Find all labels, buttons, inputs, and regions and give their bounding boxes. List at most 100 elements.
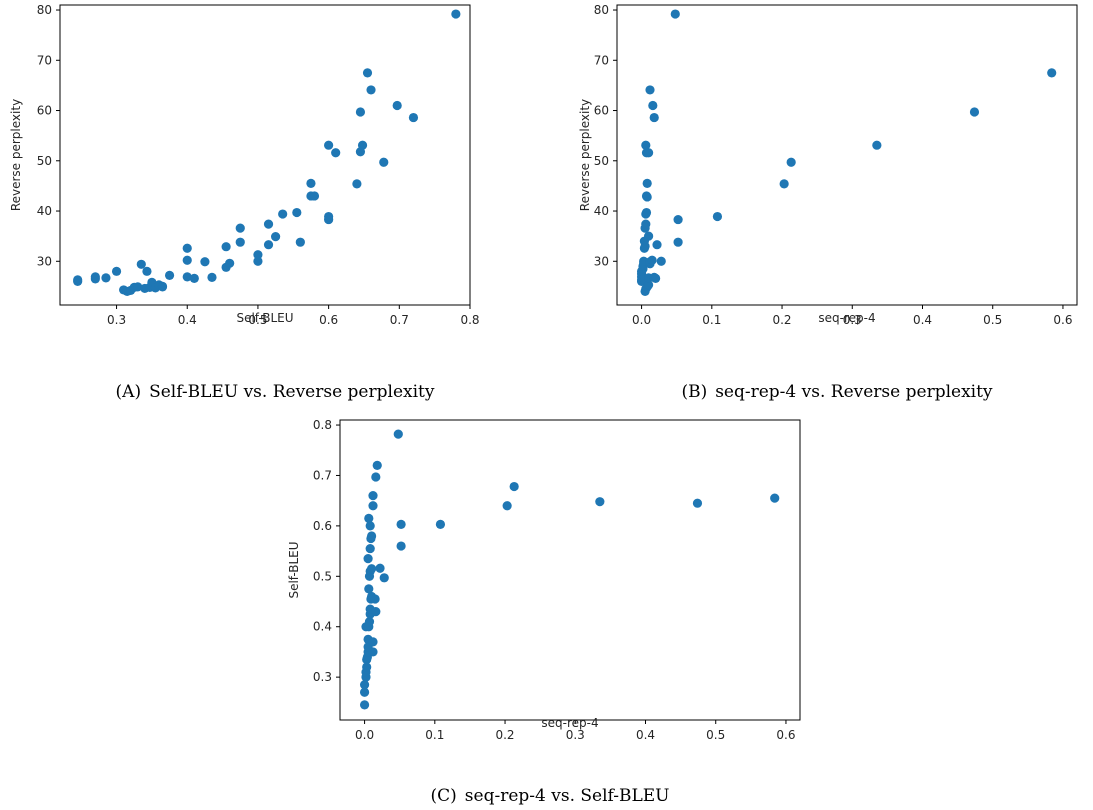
figure-caption: (A) Self-BLEU vs. Reverse perplexity (116, 382, 435, 402)
x-tick-label: 0.8 (460, 313, 479, 327)
data-point (647, 255, 657, 265)
data-point (396, 519, 406, 529)
x-tick-label: 0.3 (566, 728, 585, 742)
data-point (306, 178, 316, 188)
x-axis-label: Self-BLEU (236, 311, 293, 325)
data-point (271, 232, 281, 242)
x-tick-label: 0.4 (913, 313, 932, 327)
data-point (645, 85, 655, 95)
data-point (368, 637, 378, 647)
data-point (872, 140, 882, 150)
x-tick-label: 0.7 (390, 313, 409, 327)
data-point (200, 257, 210, 267)
data-point (670, 9, 680, 19)
caption-text: seq-rep-4 vs. Self-BLEU (465, 786, 670, 806)
x-tick-label: 0.6 (776, 728, 795, 742)
data-point (779, 179, 789, 189)
data-point (786, 157, 796, 167)
data-point (90, 272, 100, 282)
data-point (221, 242, 231, 252)
chart-panel-b: 0.0 0.1 0.2 0.3 0.4 0.5 0.6 30 40 50 60 70 80 seq-rep… (578, 3, 1078, 402)
x-tick-label: 0.0 (632, 313, 651, 327)
x-axis-label: seq-rep-4 (541, 716, 598, 730)
data-point (331, 148, 341, 158)
data-point (182, 272, 192, 282)
x-tick-label: 0.6 (319, 313, 338, 327)
data-point (364, 513, 374, 523)
data-point (673, 237, 683, 247)
data-point (295, 237, 305, 247)
data-point (367, 531, 377, 541)
y-tick-label: 50 (37, 154, 52, 168)
figure-caption: (C) seq-rep-4 vs. Self-BLEU (431, 786, 670, 806)
x-tick-label: 0.0 (355, 728, 374, 742)
data-point (357, 140, 368, 150)
data-point (396, 541, 406, 551)
data-point (595, 497, 605, 507)
x-tick-label: 0.6 (1053, 313, 1072, 327)
data-point (641, 140, 651, 150)
data-point (359, 700, 370, 710)
data-point (101, 273, 111, 283)
data-point (393, 429, 403, 439)
data-point (770, 493, 780, 503)
data-point (656, 256, 666, 266)
caption-label: (A) (116, 382, 142, 402)
data-point (253, 256, 263, 266)
y-tick-label: 0.4 (313, 620, 332, 634)
data-point (692, 498, 703, 508)
y-tick-label: 0.6 (313, 519, 332, 533)
y-tick-label: 80 (37, 3, 52, 17)
y-tick-label: 40 (594, 204, 609, 218)
data-point (182, 255, 192, 265)
data-point (142, 266, 152, 276)
data-point (133, 282, 143, 292)
data-point (368, 491, 378, 501)
data-point (359, 687, 370, 697)
plot-frame (59, 4, 471, 306)
data-point (372, 460, 382, 470)
y-tick-label: 80 (594, 3, 609, 17)
data-point (182, 243, 192, 253)
data-point (278, 209, 288, 219)
data-point (292, 207, 302, 218)
data-point (379, 157, 389, 167)
data-point (367, 564, 377, 574)
data-point (365, 543, 375, 554)
data-point (363, 554, 373, 564)
data-point (365, 521, 375, 531)
data-point (392, 100, 402, 111)
data-point (73, 276, 83, 286)
x-tick-label: 0.1 (702, 313, 721, 327)
data-point (352, 179, 362, 189)
caption-text: Self-BLEU vs. Reverse perplexity (149, 382, 435, 402)
x-tick-label: 0.5 (983, 313, 1002, 327)
data-point (263, 240, 274, 250)
data-point (235, 223, 245, 233)
y-tick-label: 70 (37, 53, 52, 67)
chart-panel-a: 0.3 0.4 0.5 0.6 0.7 0.8 30 40 50 60 70 80 Self-BLEU R… (9, 3, 480, 402)
data-point (408, 112, 419, 123)
data-point (324, 211, 334, 222)
data-point (111, 266, 122, 276)
x-tick-label: 0.4 (178, 313, 197, 327)
data-point (375, 563, 385, 573)
data-point (435, 519, 446, 529)
data-point (642, 178, 652, 188)
data-point (371, 472, 381, 482)
data-point (648, 100, 658, 111)
data-point (225, 258, 235, 268)
data-point (502, 501, 512, 511)
x-tick-label: 0.3 (107, 313, 126, 327)
data-point (644, 148, 654, 158)
y-tick-label: 0.8 (313, 418, 332, 432)
data-point (649, 112, 659, 123)
data-point (651, 273, 661, 283)
x-tick-label: 0.1 (425, 728, 444, 742)
data-point (673, 214, 683, 225)
x-axis-label: seq-rep-4 (818, 311, 875, 325)
y-tick-label: 30 (37, 254, 52, 268)
y-tick-label: 0.3 (313, 670, 332, 684)
data-point (644, 280, 654, 290)
